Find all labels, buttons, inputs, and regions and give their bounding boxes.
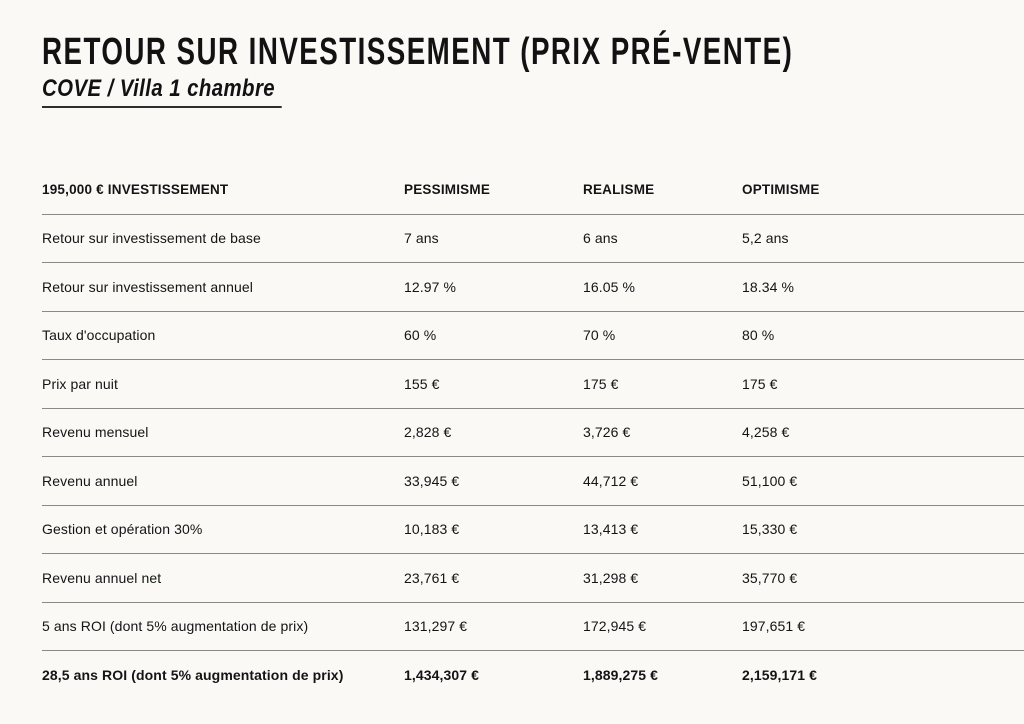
cell-optimisme: 15,330 € <box>742 521 798 538</box>
cell-pessimisme: 1,434,307 € <box>404 666 480 683</box>
roi-table: 195,000 € INVESTISSEMENT PESSIMISME REAL… <box>42 165 1024 699</box>
cell-optimisme: 18.34 % <box>742 278 795 295</box>
cell-optimisme: 197,651 € <box>742 618 806 635</box>
table-row: Revenu annuel net 23,761 € 31,298 € 35,7… <box>42 553 1024 602</box>
cell-realisme: 6 ans <box>583 230 618 247</box>
table-row: Revenu mensuel 2,828 € 3,726 € 4,258 € <box>42 407 1024 457</box>
header-optimisme: OPTIMISME <box>742 181 820 197</box>
cell-optimisme: 51,100 € <box>742 472 798 489</box>
cell-pessimisme: 131,297 € <box>404 618 468 635</box>
cell-optimisme: 4,258 € <box>742 424 790 441</box>
cell-pessimisme: 33,945 € <box>404 472 460 489</box>
row-label: Gestion et opération 30% <box>42 521 203 538</box>
page-subtitle-wrap: COVE / Villa 1 chambre <box>42 75 324 108</box>
cell-realisme: 1,889,275 € <box>583 666 659 683</box>
header-pessimisme: PESSIMISME <box>404 181 491 197</box>
cell-pessimisme: 155 € <box>404 375 440 392</box>
cell-optimisme: 2,159,171 € <box>742 666 818 683</box>
row-label: Revenu annuel <box>42 472 138 489</box>
table-row-total: 28,5 ans ROI (dont 5% augmentation de pr… <box>42 650 1024 699</box>
row-label: Retour sur investissement de base <box>42 230 261 247</box>
header-realisme: REALISME <box>583 181 655 197</box>
table-row: Gestion et opération 30% 10,183 € 13,413… <box>42 504 1024 554</box>
cell-pessimisme: 12.97 % <box>404 278 457 295</box>
table-row: Taux d'occupation 60 % 70 % 80 % <box>42 310 1024 360</box>
cell-realisme: 16.05 % <box>583 278 636 295</box>
table-row: Prix par nuit 155 € 175 € 175 € <box>42 359 1024 408</box>
table-row: Retour sur investissement de base 7 ans … <box>42 213 1024 263</box>
cell-optimisme: 80 % <box>742 327 775 344</box>
row-label: Revenu mensuel <box>42 424 149 441</box>
cell-realisme: 31,298 € <box>583 569 639 586</box>
cell-realisme: 175 € <box>583 375 619 392</box>
cell-realisme: 3,726 € <box>583 424 631 441</box>
header-investment: 195,000 € INVESTISSEMENT <box>42 181 229 197</box>
cell-pessimisme: 23,761 € <box>404 569 460 586</box>
cell-pessimisme: 2,828 € <box>404 424 452 441</box>
table-header-row: 195,000 € INVESTISSEMENT PESSIMISME REAL… <box>42 165 1024 214</box>
cell-optimisme: 35,770 € <box>742 569 798 586</box>
row-label: 28,5 ans ROI (dont 5% augmentation de pr… <box>42 666 344 683</box>
row-label: 5 ans ROI (dont 5% augmentation de prix) <box>42 618 309 635</box>
row-label: Prix par nuit <box>42 375 118 392</box>
table-row: Retour sur investissement annuel 12.97 %… <box>42 262 1024 311</box>
table-row: 5 ans ROI (dont 5% augmentation de prix)… <box>42 601 1024 651</box>
page-title: RETOUR SUR INVESTISSEMENT (PRIX PRÉ-VENT… <box>42 31 794 73</box>
row-label: Revenu annuel net <box>42 569 162 586</box>
table-row: Revenu annuel 33,945 € 44,712 € 51,100 € <box>42 456 1024 505</box>
cell-pessimisme: 10,183 € <box>404 521 460 538</box>
cell-pessimisme: 7 ans <box>404 230 439 247</box>
cell-realisme: 70 % <box>583 327 616 344</box>
row-label: Retour sur investissement annuel <box>42 278 253 295</box>
cell-realisme: 172,945 € <box>583 618 647 635</box>
cell-pessimisme: 60 % <box>404 327 437 344</box>
row-label: Taux d'occupation <box>42 327 156 344</box>
cell-optimisme: 175 € <box>742 375 778 392</box>
page-subtitle: COVE / Villa 1 chambre <box>42 75 282 108</box>
cell-realisme: 13,413 € <box>583 521 639 538</box>
cell-realisme: 44,712 € <box>583 472 639 489</box>
cell-optimisme: 5,2 ans <box>742 230 789 247</box>
